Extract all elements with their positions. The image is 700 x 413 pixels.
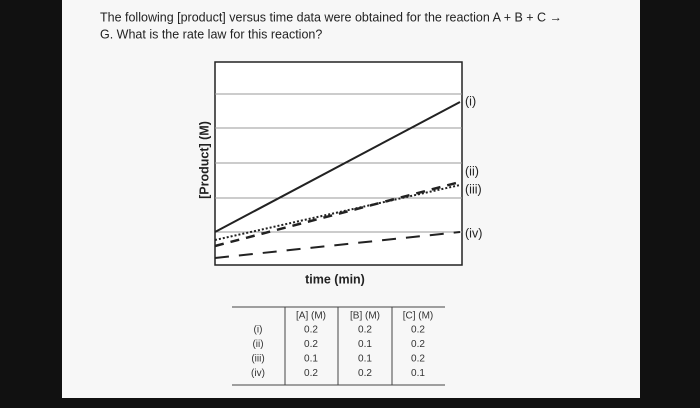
question-line: G. What is the rate law for this reactio… — [100, 27, 322, 41]
line-i — [214, 101, 461, 233]
table-cell: 0.2 — [358, 368, 372, 379]
line-label: (iv) — [465, 226, 482, 240]
table-header: [B] (M) — [350, 311, 380, 322]
table-cell: 0.2 — [304, 339, 318, 350]
table-cell: 0.2 — [358, 325, 372, 336]
question-line: The following [product] versus time data… — [100, 10, 562, 24]
table-header: [A] (M) — [296, 311, 326, 322]
table-cell: 0.1 — [411, 368, 425, 379]
x-label: time (min) — [305, 272, 365, 286]
table-cell: 0.2 — [411, 339, 425, 350]
table-cell: (iii) — [251, 354, 264, 365]
line-ii — [214, 180, 461, 248]
table-header: [C] (M) — [403, 311, 434, 322]
table-cell: 0.2 — [411, 325, 425, 336]
y-label: [Product] (M) — [197, 121, 211, 199]
line-label: (ii) — [465, 164, 479, 178]
table-cell: 0.2 — [304, 325, 318, 336]
line-iv — [214, 231, 461, 259]
line-label: (i) — [465, 94, 476, 108]
guide-lines — [215, 93, 462, 233]
table-cell: (iv) — [251, 368, 265, 379]
line-label: (iii) — [465, 182, 482, 196]
graph: [Product] (M) time (min) (i) (ii) (iii) … — [197, 61, 482, 286]
table-cell: 0.2 — [304, 368, 318, 379]
table-cell: 0.1 — [304, 354, 318, 365]
table-cell: (i) — [254, 325, 263, 336]
table-cell: 0.1 — [358, 354, 372, 365]
table-cell: (ii) — [252, 339, 263, 350]
data-table: [A] (M) [B] (M) [C] (M) (i) 0.2 0.2 0.2 (ii) 0.2… — [232, 306, 445, 386]
line-iii — [214, 184, 461, 241]
table-cell: 0.2 — [411, 354, 425, 365]
table-cell: 0.1 — [358, 339, 372, 350]
